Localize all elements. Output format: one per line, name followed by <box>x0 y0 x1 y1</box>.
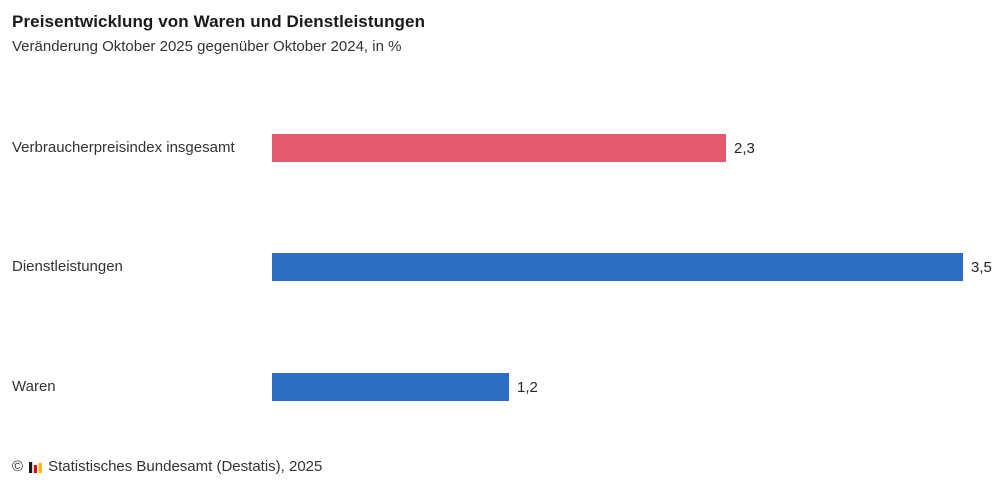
bar <box>272 253 963 281</box>
chart-subtitle: Veränderung Oktober 2025 gegenüber Oktob… <box>12 38 402 55</box>
bar-value: 2,3 <box>734 139 755 157</box>
bar-label: Dienstleistungen <box>12 258 123 275</box>
chart-title: Preisentwicklung von Waren und Dienstlei… <box>12 12 426 31</box>
bar-label: Waren <box>12 378 56 395</box>
bar-value: 3,5 <box>971 258 992 276</box>
chart-row: Verbraucherpreisindex insgesamt 2,3 <box>12 134 999 162</box>
bar <box>272 134 726 162</box>
bar-label: Verbraucherpreisindex insgesamt <box>12 139 235 156</box>
chart-row: Waren 1,2 <box>12 373 999 401</box>
destatis-logo-icon <box>28 460 43 475</box>
copyright-symbol: © <box>12 458 24 475</box>
chart-footer: © Statistisches Bundesamt (Destatis), 20… <box>12 458 322 475</box>
bar-value: 1,2 <box>517 378 538 396</box>
bar <box>272 373 509 401</box>
source-label: Statistisches Bundesamt (Destatis), 2025 <box>48 458 323 475</box>
chart-row: Dienstleistungen 3,5 <box>12 253 999 281</box>
